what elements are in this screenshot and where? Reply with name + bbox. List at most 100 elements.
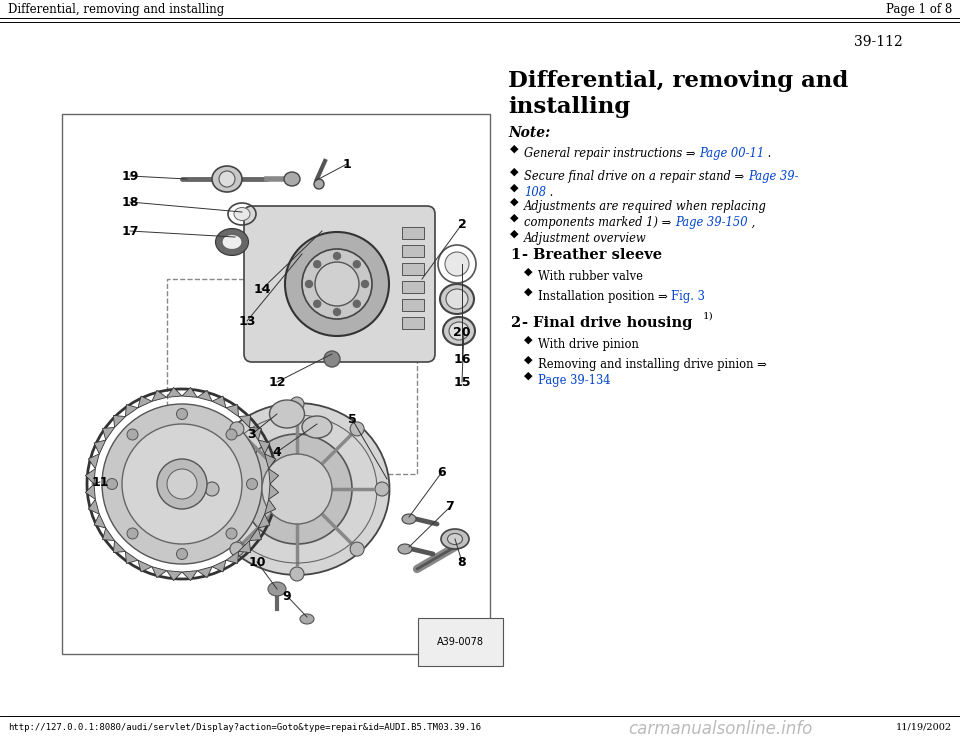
Polygon shape: [88, 499, 99, 514]
Polygon shape: [258, 514, 270, 528]
Polygon shape: [103, 427, 114, 440]
Ellipse shape: [284, 172, 300, 186]
Circle shape: [242, 237, 247, 241]
Ellipse shape: [212, 166, 242, 192]
Ellipse shape: [449, 322, 469, 340]
Circle shape: [217, 241, 222, 246]
Circle shape: [217, 243, 222, 248]
Circle shape: [218, 235, 223, 240]
Circle shape: [217, 237, 222, 241]
Circle shape: [228, 229, 232, 234]
Ellipse shape: [222, 234, 242, 250]
Circle shape: [218, 244, 223, 249]
Text: Page 39-134: Page 39-134: [538, 374, 611, 387]
Text: 9: 9: [282, 589, 291, 603]
Text: Page 00-11: Page 00-11: [699, 147, 764, 160]
Text: 16: 16: [453, 352, 470, 366]
Ellipse shape: [204, 403, 390, 575]
Ellipse shape: [270, 400, 304, 428]
Polygon shape: [250, 427, 261, 440]
Circle shape: [235, 231, 240, 236]
Text: 15: 15: [453, 375, 470, 389]
Ellipse shape: [402, 514, 416, 524]
Text: 4: 4: [273, 445, 281, 459]
Ellipse shape: [440, 284, 474, 314]
Ellipse shape: [398, 544, 412, 554]
Text: Page 1 of 8: Page 1 of 8: [886, 2, 952, 16]
Circle shape: [177, 409, 187, 419]
Circle shape: [222, 248, 227, 252]
Bar: [402, 281, 424, 293]
Text: 14: 14: [253, 283, 271, 295]
Circle shape: [177, 548, 187, 559]
Circle shape: [233, 230, 238, 235]
Polygon shape: [250, 528, 261, 541]
Text: A39-0078: A39-0078: [437, 637, 484, 647]
Circle shape: [242, 434, 352, 544]
Text: 2: 2: [458, 217, 467, 231]
Circle shape: [302, 249, 372, 319]
Circle shape: [290, 397, 304, 411]
Bar: [402, 317, 424, 329]
Circle shape: [333, 252, 341, 260]
Text: ◆: ◆: [524, 267, 533, 277]
Circle shape: [262, 454, 332, 524]
Circle shape: [231, 249, 236, 255]
Ellipse shape: [268, 582, 286, 596]
Circle shape: [233, 249, 238, 254]
Circle shape: [224, 231, 228, 236]
Text: ◆: ◆: [510, 167, 518, 177]
Circle shape: [102, 404, 262, 564]
Circle shape: [226, 429, 237, 440]
Circle shape: [157, 459, 207, 509]
Text: 17: 17: [121, 225, 139, 237]
Circle shape: [353, 301, 360, 307]
Ellipse shape: [300, 614, 314, 624]
Circle shape: [226, 230, 230, 235]
Circle shape: [229, 229, 234, 234]
Bar: [62, 114, 490, 654]
FancyBboxPatch shape: [244, 206, 435, 362]
Text: Differential, removing and: Differential, removing and: [508, 70, 849, 92]
Text: ◆: ◆: [524, 371, 533, 381]
Polygon shape: [138, 560, 152, 572]
Text: Page 39-150: Page 39-150: [675, 216, 748, 229]
Text: - Breather sleeve: - Breather sleeve: [522, 248, 662, 262]
Text: Note:: Note:: [508, 126, 550, 140]
Text: ◆: ◆: [510, 213, 518, 223]
Circle shape: [353, 260, 360, 268]
Circle shape: [314, 260, 321, 268]
Text: ,: ,: [748, 216, 755, 229]
Polygon shape: [167, 571, 182, 581]
Polygon shape: [88, 454, 99, 469]
Text: ◆: ◆: [510, 229, 518, 239]
Circle shape: [127, 528, 138, 539]
Circle shape: [229, 422, 244, 436]
Polygon shape: [239, 416, 251, 427]
Circle shape: [333, 309, 341, 315]
Circle shape: [315, 262, 359, 306]
Circle shape: [242, 243, 247, 248]
Text: 11: 11: [91, 476, 108, 488]
Polygon shape: [269, 469, 278, 484]
Bar: [402, 227, 424, 239]
Circle shape: [205, 482, 219, 496]
Circle shape: [219, 246, 224, 250]
Text: components marked 1) ⇒: components marked 1) ⇒: [524, 216, 675, 229]
Text: 13: 13: [238, 315, 255, 327]
Bar: [402, 245, 424, 257]
Polygon shape: [167, 387, 182, 397]
Circle shape: [242, 241, 248, 246]
Circle shape: [237, 248, 242, 252]
Polygon shape: [85, 484, 95, 499]
Bar: [167, 279, 417, 474]
Text: 108: 108: [524, 186, 546, 199]
Text: ◆: ◆: [510, 183, 518, 193]
Circle shape: [247, 479, 257, 490]
Circle shape: [231, 229, 236, 234]
Circle shape: [240, 246, 245, 250]
Text: Adjustments are required when replacing: Adjustments are required when replacing: [524, 200, 767, 213]
Circle shape: [243, 240, 248, 245]
Circle shape: [226, 249, 230, 254]
Circle shape: [219, 234, 224, 239]
